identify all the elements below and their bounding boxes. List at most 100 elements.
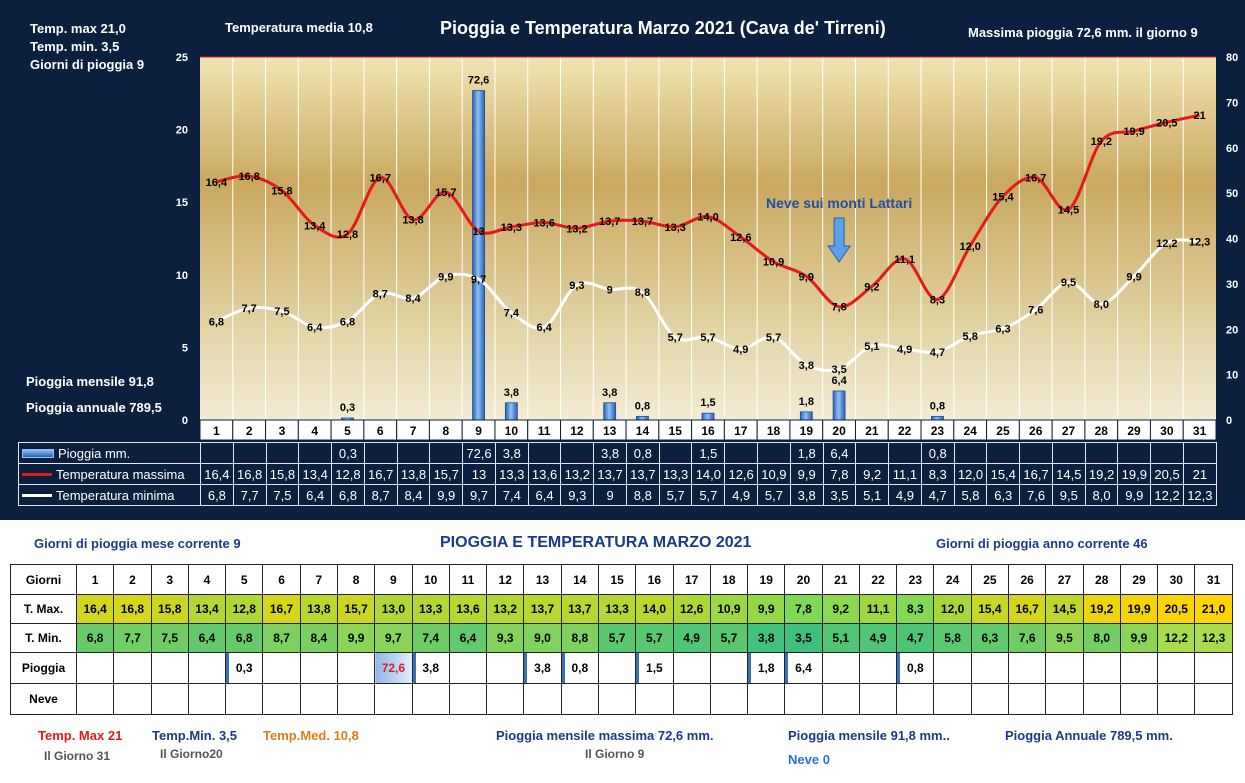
chart-table-cell: 1,8 [789, 442, 824, 464]
summary-cell [299, 683, 338, 715]
chart-table-cell: 21 [1182, 463, 1217, 485]
chart-table-cell: 5,8 [953, 484, 988, 506]
chart-table-cell: 0,8 [920, 442, 955, 464]
chart-table-cell: 15,4 [986, 463, 1021, 485]
summary-cell: 7 [299, 564, 338, 595]
footer-tmax-value: 21 [107, 728, 123, 743]
x-tick-label: 5 [344, 424, 351, 438]
summary-cell: 1,5 [635, 652, 674, 684]
x-tick-label: 7 [410, 424, 417, 438]
chart-table-cell [200, 442, 234, 464]
summary-cell: 21,0 [1194, 594, 1233, 624]
summary-cell: 9,2 [821, 594, 860, 624]
legend-tmin: Temperatura minima [18, 484, 201, 506]
summary-cell: 5,7 [709, 623, 749, 653]
chart-table-cell: 9,7 [462, 484, 496, 506]
x-tick-label: 8 [442, 424, 449, 438]
rain-bar-label: 3,8 [504, 387, 519, 399]
header-max-rain: Massima pioggia 72,6 mm. il giorno 9 [968, 25, 1198, 40]
rain-bar [931, 415, 944, 421]
chart-table-cell: 15,7 [429, 463, 464, 485]
summary-cell [336, 652, 376, 684]
summary-cell [262, 683, 301, 715]
x-tick-label: 4 [311, 424, 318, 438]
chart-table-cell: 6,4 [822, 442, 857, 464]
summary-cell [150, 652, 189, 684]
temp-max-label: 16,7 [370, 173, 391, 185]
summary-cell: 12,8 [225, 594, 264, 624]
summary-cell: 9 [374, 564, 413, 595]
y-right-tick: 50 [1226, 188, 1238, 200]
summary-row-label: T. Max. [10, 594, 77, 624]
chart-table-cell: 19,9 [1117, 463, 1152, 485]
footer-max-rain-day: Il Giorno 9 [585, 747, 645, 761]
chart-table-cell [1019, 442, 1053, 464]
summary-cell: 12,0 [933, 594, 972, 624]
temp-max-label: 15,7 [435, 187, 456, 199]
summary-cell: 16 [635, 564, 674, 595]
summary-cell [262, 652, 301, 684]
temp-max-label: 16,4 [206, 177, 228, 189]
summary-cell: 20 [784, 564, 823, 595]
snow-arrow-icon [827, 217, 852, 263]
chart-table-cell [658, 442, 693, 464]
temp-max-label: 21 [1193, 110, 1205, 122]
summary-cell [597, 652, 637, 684]
temp-min-label: 6,4 [536, 322, 552, 334]
summary-cell: 11 [448, 564, 488, 595]
temp-min-label: 9,7 [471, 274, 486, 286]
rain-bar [799, 411, 813, 421]
summary-cell [1119, 683, 1159, 715]
summary-cell [709, 652, 749, 684]
chart-table-cell: 16,7 [363, 463, 398, 485]
chart-table-cell: 9 [593, 484, 627, 506]
temp-min-label: 5,7 [766, 332, 781, 344]
summary-cell: 3 [150, 564, 189, 595]
bottom-title: PIOGGIA E TEMPERATURA MARZO 2021 [440, 534, 752, 551]
summary-cell: 15,4 [970, 594, 1010, 624]
temp-max-label: 8,3 [930, 294, 945, 306]
summary-row-tmin: T. Min. 6,8 7,7 7,5 6,4 6,8 8,7 8,4 9,9 9,7 7,4 6,4… [10, 623, 1233, 653]
chart-table-cell: 6,3 [986, 484, 1021, 506]
legend-rain: Pioggia mm. [18, 442, 201, 464]
y-right-tick: 0 [1226, 415, 1232, 427]
chart-table-cell [560, 442, 595, 464]
chart-table-cell: 8,0 [1084, 484, 1119, 506]
summary-cell: 6 [262, 564, 301, 595]
temp-min-label: 9,9 [438, 271, 453, 283]
summary-cell [187, 683, 227, 715]
chart-table-cell: 6,4 [527, 484, 562, 506]
chart-table-cell: 9,2 [855, 463, 890, 485]
footer-tmed: Temp.Med. 10,8 [263, 728, 359, 743]
y-right-tick: 10 [1226, 370, 1238, 382]
x-tick-label: 12 [570, 424, 584, 438]
summary-cell: 72,6 [374, 652, 413, 684]
summary-cell [1082, 652, 1121, 684]
chart-table-cell: 7,7 [232, 484, 267, 506]
rain-temperature-chart: 0,372,63,8 3,80,8 1,5 1,86,40,816,4 16,815,8… [176, 52, 1238, 440]
x-tick-label: 11 [538, 424, 551, 438]
y-left-tick: 5 [182, 342, 188, 354]
rain-bar-label: 0,3 [340, 402, 355, 414]
x-tick-label: 1 [213, 424, 220, 438]
summary-cell: 19 [747, 564, 786, 595]
chart-table-cell: 6,8 [331, 484, 365, 506]
y-left-tick: 15 [176, 197, 188, 209]
summary-cell: 4 [187, 564, 227, 595]
legend-rain-swatch [22, 449, 54, 459]
summary-cell: 24 [933, 564, 972, 595]
x-tick-label: 16 [701, 424, 715, 438]
footer-tmin-day: Il Giorno20 [160, 747, 223, 761]
temp-min-label: 9,9 [1126, 271, 1141, 283]
footer-tmed-value: 10,8 [333, 728, 359, 743]
rain-bar-label: 1,8 [799, 396, 814, 408]
summary-row-snow: Neve [10, 683, 1233, 715]
summary-cell: 3,5 [784, 623, 823, 653]
temp-min-label: 6,3 [995, 324, 1010, 336]
chart-table-cell: 5,7 [658, 484, 693, 506]
chart-table-cell: 1,5 [691, 442, 726, 464]
temp-max-label: 11,1 [894, 254, 915, 266]
summary-cell [150, 683, 189, 715]
footer-tmed-label: Temp.Med. [263, 728, 330, 743]
legend-line-swatch [22, 494, 52, 498]
